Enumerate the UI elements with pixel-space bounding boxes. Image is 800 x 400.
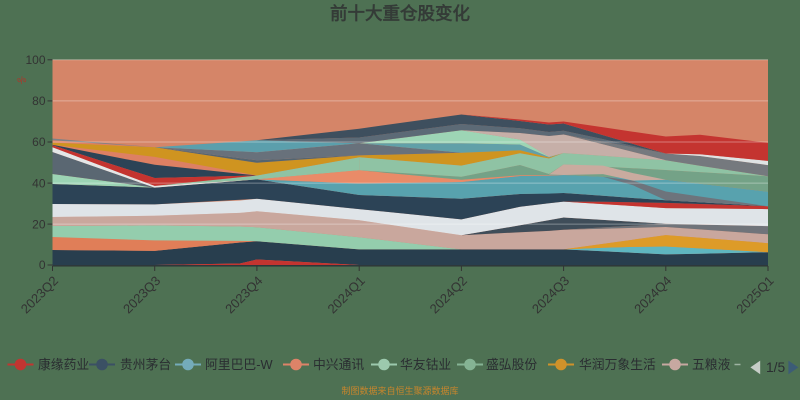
svg-text:制图数据来自恒生聚源数据库: 制图数据来自恒生聚源数据库 (341, 385, 458, 396)
svg-text:中兴通讯: 中兴通讯 (313, 357, 364, 372)
svg-text:盛弘股份: 盛弘股份 (486, 357, 537, 372)
svg-text:0: 0 (39, 258, 46, 272)
svg-text:60: 60 (32, 135, 46, 149)
svg-text:20: 20 (32, 217, 46, 231)
svg-text:阿里巴巴-W: 阿里巴巴-W (205, 357, 273, 372)
svg-text:100: 100 (25, 53, 45, 67)
svg-text:1/5: 1/5 (766, 360, 786, 375)
svg-text:前十大重仓股变化: 前十大重仓股变化 (330, 4, 470, 24)
svg-text:五粮液: 五粮液 (692, 357, 731, 372)
svg-text:贵州茅台: 贵州茅台 (120, 357, 171, 372)
svg-text:华友钴业: 华友钴业 (400, 357, 451, 372)
svg-text:40: 40 (32, 176, 46, 190)
svg-text:康缘药业: 康缘药业 (38, 357, 89, 372)
svg-text:80: 80 (32, 94, 46, 108)
svg-text:华润万象生活: 华润万象生活 (579, 357, 656, 372)
